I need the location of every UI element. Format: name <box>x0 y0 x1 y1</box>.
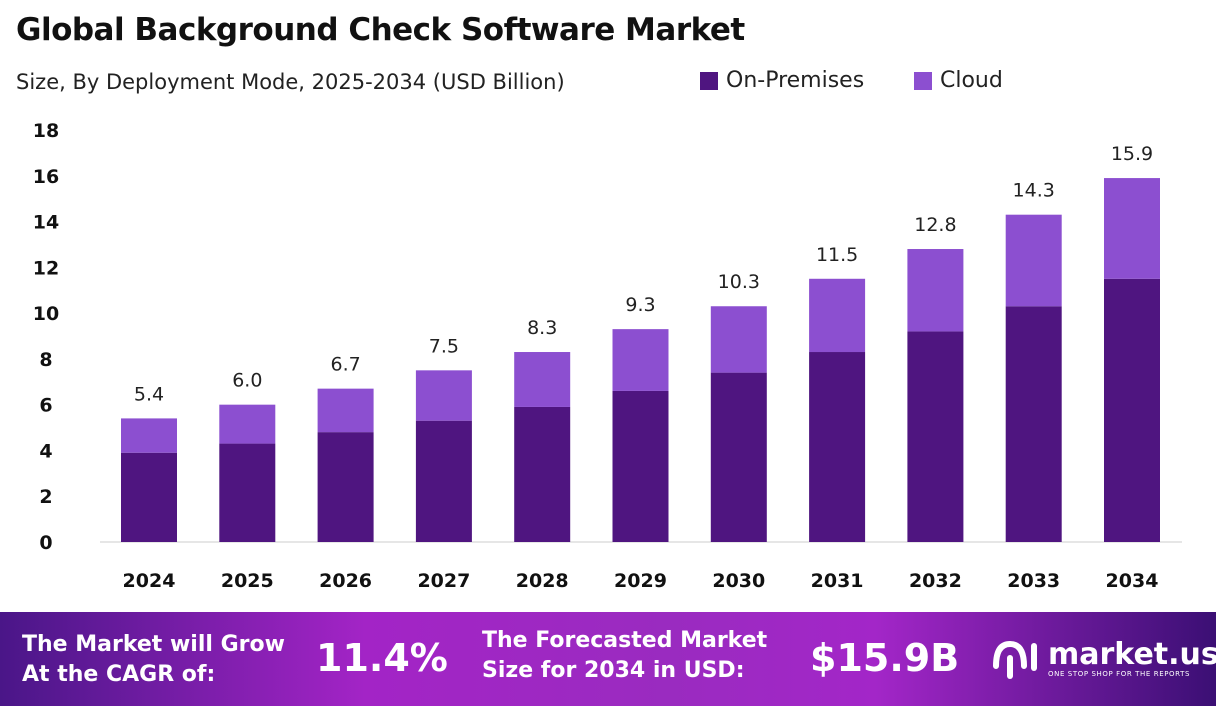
x-tick-label: 2026 <box>319 570 372 592</box>
forecast-label-line1: The Forecasted Market <box>482 628 768 653</box>
legend-swatch-on-premises <box>700 71 718 90</box>
chart-subtitle: Size, By Deployment Mode, 2025-2034 (USD… <box>16 70 565 94</box>
y-tick-label: 16 <box>33 166 59 188</box>
cagr-label-line2: At the CAGR of: <box>22 662 216 687</box>
bar-on-premises-2031 <box>809 352 866 542</box>
data-label-2024: 5.4 <box>134 383 164 405</box>
x-tick-label: 2028 <box>516 570 569 592</box>
bar-on-premises-2032 <box>907 331 964 542</box>
x-tick-label: 2032 <box>909 570 962 592</box>
bar-cloud-2033 <box>1005 214 1062 307</box>
x-tick-label: 2024 <box>123 570 176 592</box>
data-label-2030: 10.3 <box>718 271 760 293</box>
bar-cloud-2032 <box>907 249 964 332</box>
x-tick-label: 2027 <box>417 570 470 592</box>
data-label-2034: 15.9 <box>1111 143 1153 165</box>
bar-cloud-2027 <box>415 370 472 421</box>
data-label-2033: 14.3 <box>1013 180 1055 202</box>
y-tick-label: 0 <box>39 532 52 554</box>
logo-icon <box>993 640 1037 679</box>
cagr-label: The Market will Grow At the CAGR of: <box>22 630 285 690</box>
bar-cloud-2034 <box>1104 178 1160 279</box>
x-tick-label: 2031 <box>811 570 864 592</box>
data-label-2029: 9.3 <box>625 294 655 316</box>
bar-on-premises-2025 <box>219 443 276 542</box>
y-tick-label: 10 <box>33 303 59 325</box>
y-tick-label: 8 <box>39 349 52 371</box>
bar-cloud-2029 <box>612 329 669 391</box>
bar-cloud-2028 <box>514 352 571 407</box>
legend-label: On-Premises <box>726 68 865 93</box>
legend-on-premises: On-Premises <box>700 68 864 93</box>
bar-chart: 0 2 4 6 8 10 12 14 16 18 5.4 2024 6.0 2025 6.7 2026 7.5 2… <box>33 120 1182 592</box>
x-tick-label: 2030 <box>712 570 765 592</box>
data-label-2025: 6.0 <box>232 370 262 392</box>
bar-on-premises-2030 <box>710 372 767 542</box>
forecast-label-line2: Size for 2034 in USD: <box>482 658 745 683</box>
bar-cloud-2025 <box>219 404 276 444</box>
y-tick-label: 6 <box>39 395 52 417</box>
data-label-2026: 6.7 <box>330 354 360 376</box>
data-label-2027: 7.5 <box>429 335 459 357</box>
bar-on-premises-2026 <box>317 432 374 542</box>
data-label-2028: 8.3 <box>527 317 557 339</box>
bar-cloud-2026 <box>317 388 374 433</box>
y-tick-label: 4 <box>39 440 52 462</box>
x-tick-label: 2034 <box>1106 570 1159 592</box>
cagr-label-line1: The Market will Grow <box>22 632 285 657</box>
y-tick-label: 14 <box>33 212 59 234</box>
bar-on-premises-2033 <box>1005 306 1062 542</box>
legend-cloud: Cloud <box>914 68 1003 93</box>
x-tick-label: 2033 <box>1007 570 1060 592</box>
forecast-label: The Forecasted Market Size for 2034 in U… <box>482 626 767 686</box>
bar-on-premises-2027 <box>415 420 472 542</box>
y-tick-label: 12 <box>33 257 59 279</box>
y-tick-label: 2 <box>39 486 52 508</box>
legend-label: Cloud <box>940 68 1003 93</box>
y-tick-label: 18 <box>33 120 59 142</box>
x-tick-label: 2029 <box>614 570 667 592</box>
bar-on-premises-2024 <box>121 452 177 542</box>
bar-cloud-2031 <box>809 278 866 353</box>
forecast-value: $15.9B <box>810 636 960 680</box>
x-tick-label: 2025 <box>221 570 274 592</box>
cagr-value: 11.4% <box>316 636 448 680</box>
bar-cloud-2024 <box>121 418 177 453</box>
chart-title: Global Background Check Software Market <box>16 12 745 48</box>
data-label-2032: 12.8 <box>914 214 956 236</box>
logo-name: market.us <box>1048 637 1216 672</box>
data-label-2031: 11.5 <box>816 244 858 266</box>
bar-on-premises-2029 <box>612 390 669 542</box>
bar-on-premises-2034 <box>1104 278 1160 542</box>
market-us-logo: market.us ONE STOP SHOP FOR THE REPORTS <box>990 636 1216 682</box>
logo-tagline: ONE STOP SHOP FOR THE REPORTS <box>1048 670 1191 678</box>
legend-swatch-cloud <box>914 71 932 90</box>
bar-cloud-2030 <box>710 306 767 373</box>
summary-banner: The Market will Grow At the CAGR of: 11.… <box>0 612 1216 706</box>
bar-on-premises-2028 <box>514 406 571 542</box>
